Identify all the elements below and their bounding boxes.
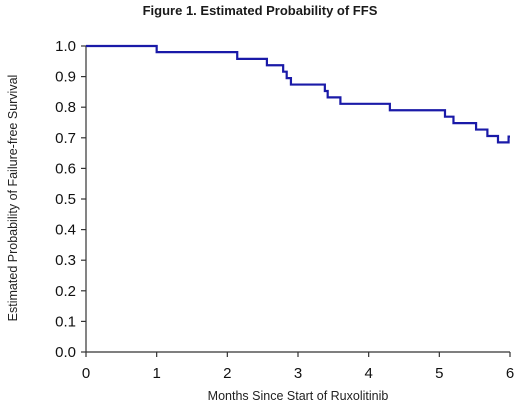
x-tick-label: 0 xyxy=(82,365,90,382)
y-tick-label: 0.4 xyxy=(55,222,76,239)
chart-title: Figure 1. Estimated Probability of FFS xyxy=(142,3,378,18)
x-tick-label: 4 xyxy=(364,365,372,382)
y-tick-label: 1.0 xyxy=(55,38,76,55)
x-tick-label: 5 xyxy=(435,365,443,382)
x-axis-label: Months Since Start of Ruxolitinib xyxy=(208,389,389,403)
y-tick-label: 0.9 xyxy=(55,69,76,86)
y-tick-label: 0.3 xyxy=(55,252,76,269)
y-tick-label: 0.1 xyxy=(55,313,76,330)
y-tick-labels: 0.0 0.1 0.2 0.3 0.4 0.5 0.6 0.7 0.8 0.9 1.0 xyxy=(55,38,76,361)
survival-curve-line xyxy=(86,44,510,144)
y-axis-label: Estimated Probability of Failure-free Su… xyxy=(6,75,20,322)
series-group xyxy=(86,44,510,144)
x-tick-labels: 0 1 2 3 4 5 6 xyxy=(82,365,514,382)
y-tick-label: 0.6 xyxy=(55,160,76,177)
tick-marks xyxy=(81,45,511,357)
x-tick-label: 3 xyxy=(294,365,302,382)
y-tick-label: 0.0 xyxy=(55,344,76,361)
x-tick-label: 1 xyxy=(152,365,160,382)
x-tick-label: 2 xyxy=(223,365,231,382)
y-tick-label: 0.2 xyxy=(55,283,76,300)
x-tick-label: 6 xyxy=(506,365,514,382)
axes xyxy=(85,46,510,353)
y-tick-label: 0.5 xyxy=(55,191,76,208)
y-tick-label: 0.8 xyxy=(55,99,76,116)
y-tick-label: 0.7 xyxy=(55,130,76,147)
